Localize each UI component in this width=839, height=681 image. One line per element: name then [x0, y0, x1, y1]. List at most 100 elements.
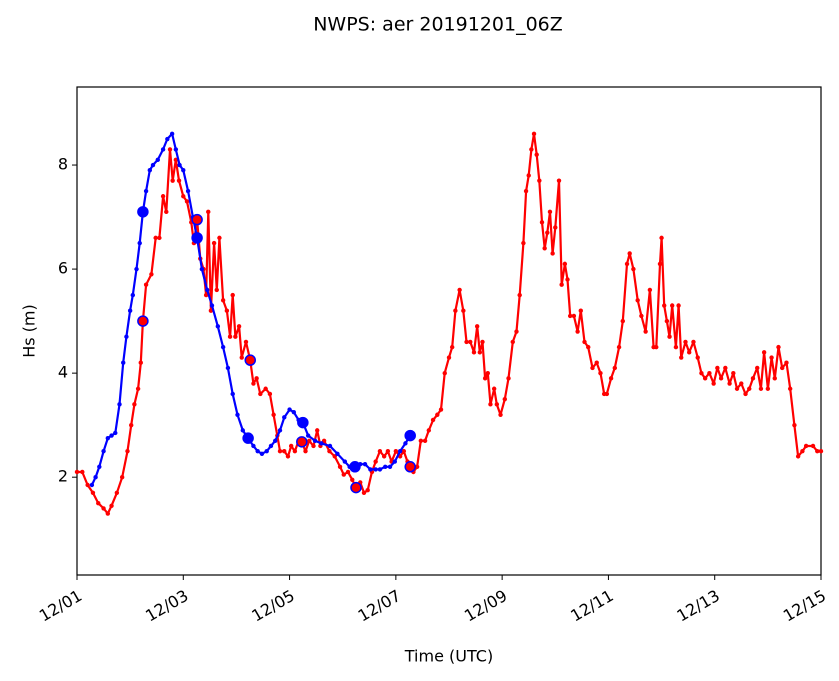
point	[125, 448, 130, 454]
big-point	[350, 481, 362, 494]
point	[537, 178, 542, 183]
point	[203, 292, 209, 298]
point	[277, 428, 283, 433]
point	[556, 178, 562, 183]
big-point	[296, 436, 308, 448]
big-point	[297, 416, 309, 429]
point	[373, 459, 378, 464]
point	[747, 386, 752, 391]
point	[153, 235, 158, 241]
point	[287, 407, 292, 412]
point	[494, 402, 500, 407]
point	[271, 412, 276, 417]
point	[578, 308, 583, 313]
point	[282, 415, 287, 420]
point	[647, 287, 653, 293]
point	[810, 443, 816, 449]
big-point	[137, 206, 149, 218]
point	[718, 376, 724, 381]
point	[209, 303, 215, 308]
point	[792, 422, 797, 428]
point	[679, 355, 684, 360]
point	[239, 355, 244, 360]
point	[539, 220, 545, 225]
point	[181, 168, 186, 173]
point	[121, 360, 126, 365]
point	[506, 376, 511, 381]
point	[89, 482, 95, 488]
point	[604, 391, 610, 397]
point	[654, 344, 659, 350]
big-point	[244, 354, 256, 366]
point	[160, 194, 166, 199]
point	[457, 287, 462, 293]
point	[683, 339, 688, 345]
point	[449, 344, 455, 350]
point	[285, 454, 291, 459]
point	[758, 386, 764, 391]
point	[393, 448, 399, 454]
point	[342, 459, 348, 464]
x-tick-label: 12/05	[248, 586, 297, 626]
point	[96, 501, 101, 506]
point	[639, 313, 644, 319]
point	[818, 448, 824, 454]
point	[575, 329, 580, 334]
point	[170, 178, 175, 183]
point	[784, 360, 789, 365]
point	[157, 235, 162, 241]
point	[553, 225, 558, 230]
point	[273, 438, 278, 443]
plot-frame	[76, 86, 822, 576]
point	[559, 282, 564, 287]
point	[438, 407, 444, 412]
point	[305, 433, 311, 438]
point	[526, 173, 531, 178]
point	[119, 474, 125, 480]
point	[230, 292, 235, 298]
point	[381, 454, 387, 459]
point	[377, 448, 383, 454]
point	[214, 287, 219, 293]
point	[727, 381, 732, 386]
point	[114, 490, 120, 495]
point	[403, 441, 408, 446]
point	[707, 370, 712, 376]
point	[673, 344, 679, 350]
point	[132, 402, 137, 407]
point	[608, 376, 614, 381]
point	[105, 435, 111, 441]
point	[176, 178, 182, 183]
point	[491, 386, 497, 391]
point	[594, 360, 599, 365]
point	[164, 209, 169, 215]
point	[130, 292, 135, 298]
point	[85, 482, 90, 488]
point	[350, 477, 355, 482]
point	[327, 448, 332, 454]
point	[160, 147, 166, 152]
point	[385, 448, 391, 454]
point	[368, 467, 373, 472]
x-tick-label: 12/11	[567, 586, 616, 626]
point	[657, 261, 663, 267]
point	[523, 188, 529, 194]
point	[259, 451, 265, 456]
point	[734, 386, 740, 391]
point	[787, 386, 793, 391]
y-tick-label: 6	[58, 259, 68, 278]
point	[341, 472, 346, 477]
point	[220, 344, 226, 350]
point	[612, 365, 618, 371]
point	[659, 235, 664, 241]
point	[205, 287, 210, 293]
point	[105, 511, 111, 516]
point	[206, 209, 211, 215]
point	[74, 469, 80, 475]
point	[502, 396, 507, 402]
point	[109, 433, 114, 438]
point	[220, 298, 226, 303]
point	[488, 402, 493, 407]
point	[240, 428, 246, 433]
point	[80, 469, 85, 475]
